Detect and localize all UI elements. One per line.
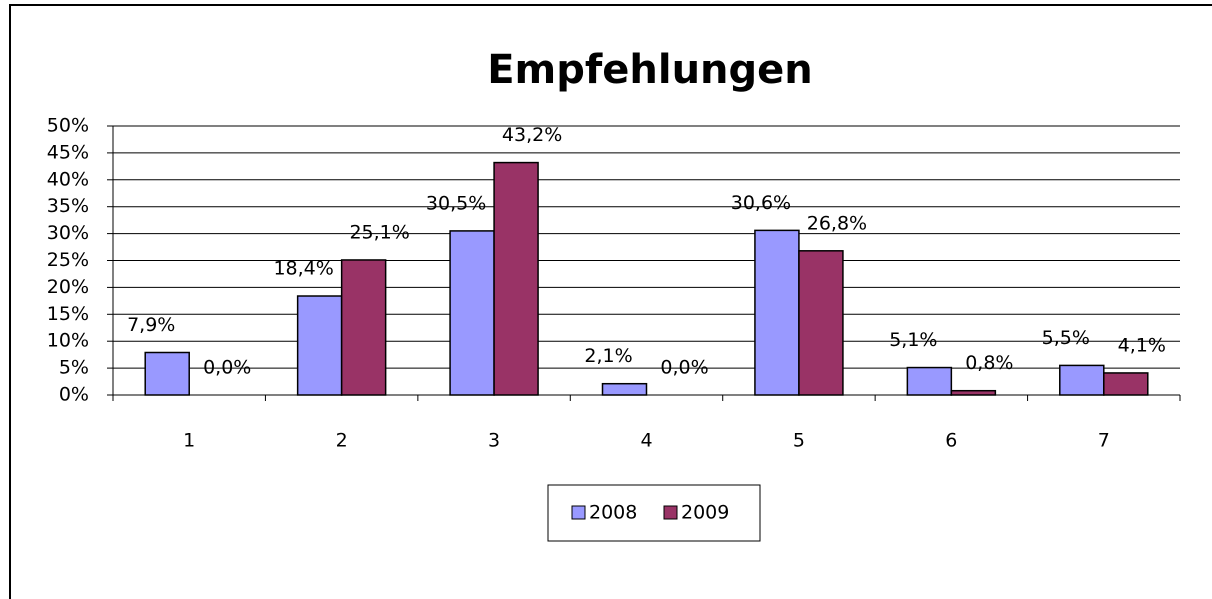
y-tick-label: 20%: [47, 276, 89, 298]
value-label: 30,5%: [426, 192, 486, 214]
bar: [906, 366, 953, 396]
value-label: 4,1%: [1118, 334, 1166, 356]
y-tick-label: 50%: [47, 115, 89, 137]
value-label: 43,2%: [502, 124, 562, 146]
y-tick-label: 15%: [47, 303, 89, 325]
x-tick-label: 2: [336, 430, 348, 452]
bar: [340, 259, 387, 396]
y-tick-label: 45%: [47, 141, 89, 163]
y-tick-label: 10%: [47, 330, 89, 352]
bar: [754, 229, 800, 396]
bar: [1103, 372, 1149, 396]
legend-swatch: [663, 505, 678, 520]
value-label: 5,5%: [1042, 327, 1090, 349]
legend-label: 2009: [681, 502, 729, 524]
legend-swatch: [571, 505, 586, 520]
value-label: 2,1%: [584, 345, 632, 367]
x-tick-label: 5: [793, 430, 805, 452]
value-label: 0,0%: [203, 357, 251, 379]
bar: [1059, 364, 1105, 396]
x-tick-label: 6: [945, 430, 957, 452]
y-tick-label: 35%: [47, 195, 89, 217]
bar: [950, 389, 997, 396]
y-tick-label: 40%: [47, 168, 89, 190]
value-label: 0,8%: [965, 352, 1013, 374]
bar: [449, 230, 495, 396]
y-tick-label: 25%: [47, 249, 89, 271]
bar: [296, 295, 343, 396]
y-tick-label: 5%: [59, 357, 89, 379]
x-tick-label: 7: [1098, 430, 1110, 452]
value-label: 25,1%: [349, 221, 409, 243]
bar: [798, 250, 844, 396]
chart-title: Empfehlungen: [487, 47, 813, 93]
value-label: 7,9%: [127, 314, 175, 336]
x-tick-label: 4: [640, 430, 652, 452]
y-tick-label: 0%: [59, 384, 89, 406]
bar: [493, 161, 539, 396]
x-tick-label: 1: [183, 430, 195, 452]
value-label: 18,4%: [273, 258, 333, 280]
bar: [601, 382, 648, 396]
value-label: 0,0%: [660, 357, 708, 379]
legend-label: 2008: [589, 502, 637, 524]
x-tick-label: 3: [488, 430, 500, 452]
value-label: 30,6%: [731, 192, 791, 214]
value-label: 5,1%: [889, 329, 937, 351]
value-label: 26,8%: [807, 212, 867, 234]
y-tick-label: 30%: [47, 222, 89, 244]
bar: [144, 351, 190, 396]
